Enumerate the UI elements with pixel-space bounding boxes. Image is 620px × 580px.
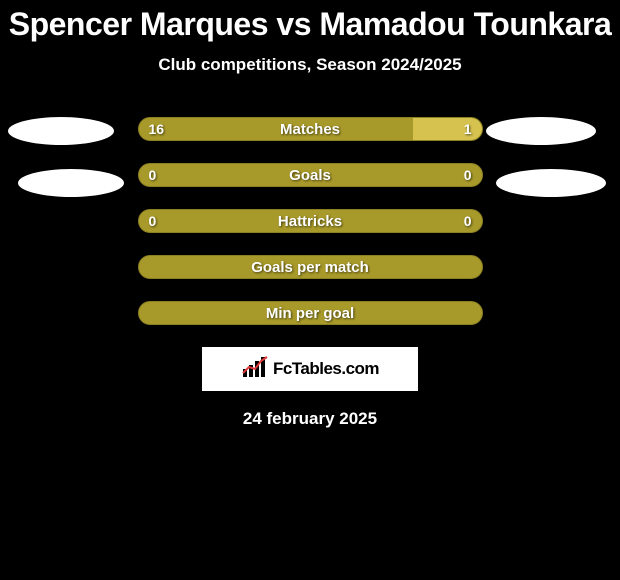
- chart-icon: [241, 355, 269, 384]
- stat-row: Goals0 0: [138, 163, 483, 187]
- logo-text: FcTables.com: [273, 359, 379, 379]
- stat-row: Min per goal: [138, 301, 483, 325]
- stat-value-right: 0: [464, 210, 472, 232]
- subtitle: Club competitions, Season 2024/2025: [0, 55, 620, 75]
- stats-zone: Matches161Goals00Hattricks00Goals per ma…: [0, 117, 620, 325]
- stat-value-left: 16: [149, 118, 165, 140]
- stat-label: Hattricks: [139, 210, 482, 232]
- comparison-card: Spencer Marques vs Mamadou Tounkara Club…: [0, 0, 620, 580]
- stat-label: Min per goal: [139, 302, 482, 324]
- stat-row: Goals per match: [138, 255, 483, 279]
- stat-row: Hattricks0 0: [138, 209, 483, 233]
- stat-value-left: 0: [149, 164, 157, 186]
- attribution-logo: FcTables.com: [202, 347, 418, 391]
- team-ellipse-left-1: [8, 117, 114, 145]
- stat-row: Matches16 1: [138, 117, 483, 141]
- date-label: 24 february 2025: [0, 409, 620, 429]
- stat-label: Goals per match: [139, 256, 482, 278]
- stat-value-right: 1: [464, 118, 472, 140]
- stat-label: Matches: [139, 118, 482, 140]
- stat-label: Goals: [139, 164, 482, 186]
- page-title: Spencer Marques vs Mamadou Tounkara: [0, 0, 620, 43]
- stat-rows: Matches161Goals00Hattricks00Goals per ma…: [0, 117, 620, 325]
- stat-value-left: 0: [149, 210, 157, 232]
- stat-value-right: 0: [464, 164, 472, 186]
- team-ellipse-right-1: [486, 117, 596, 145]
- team-ellipse-right-2: [496, 169, 606, 197]
- team-ellipse-left-2: [18, 169, 124, 197]
